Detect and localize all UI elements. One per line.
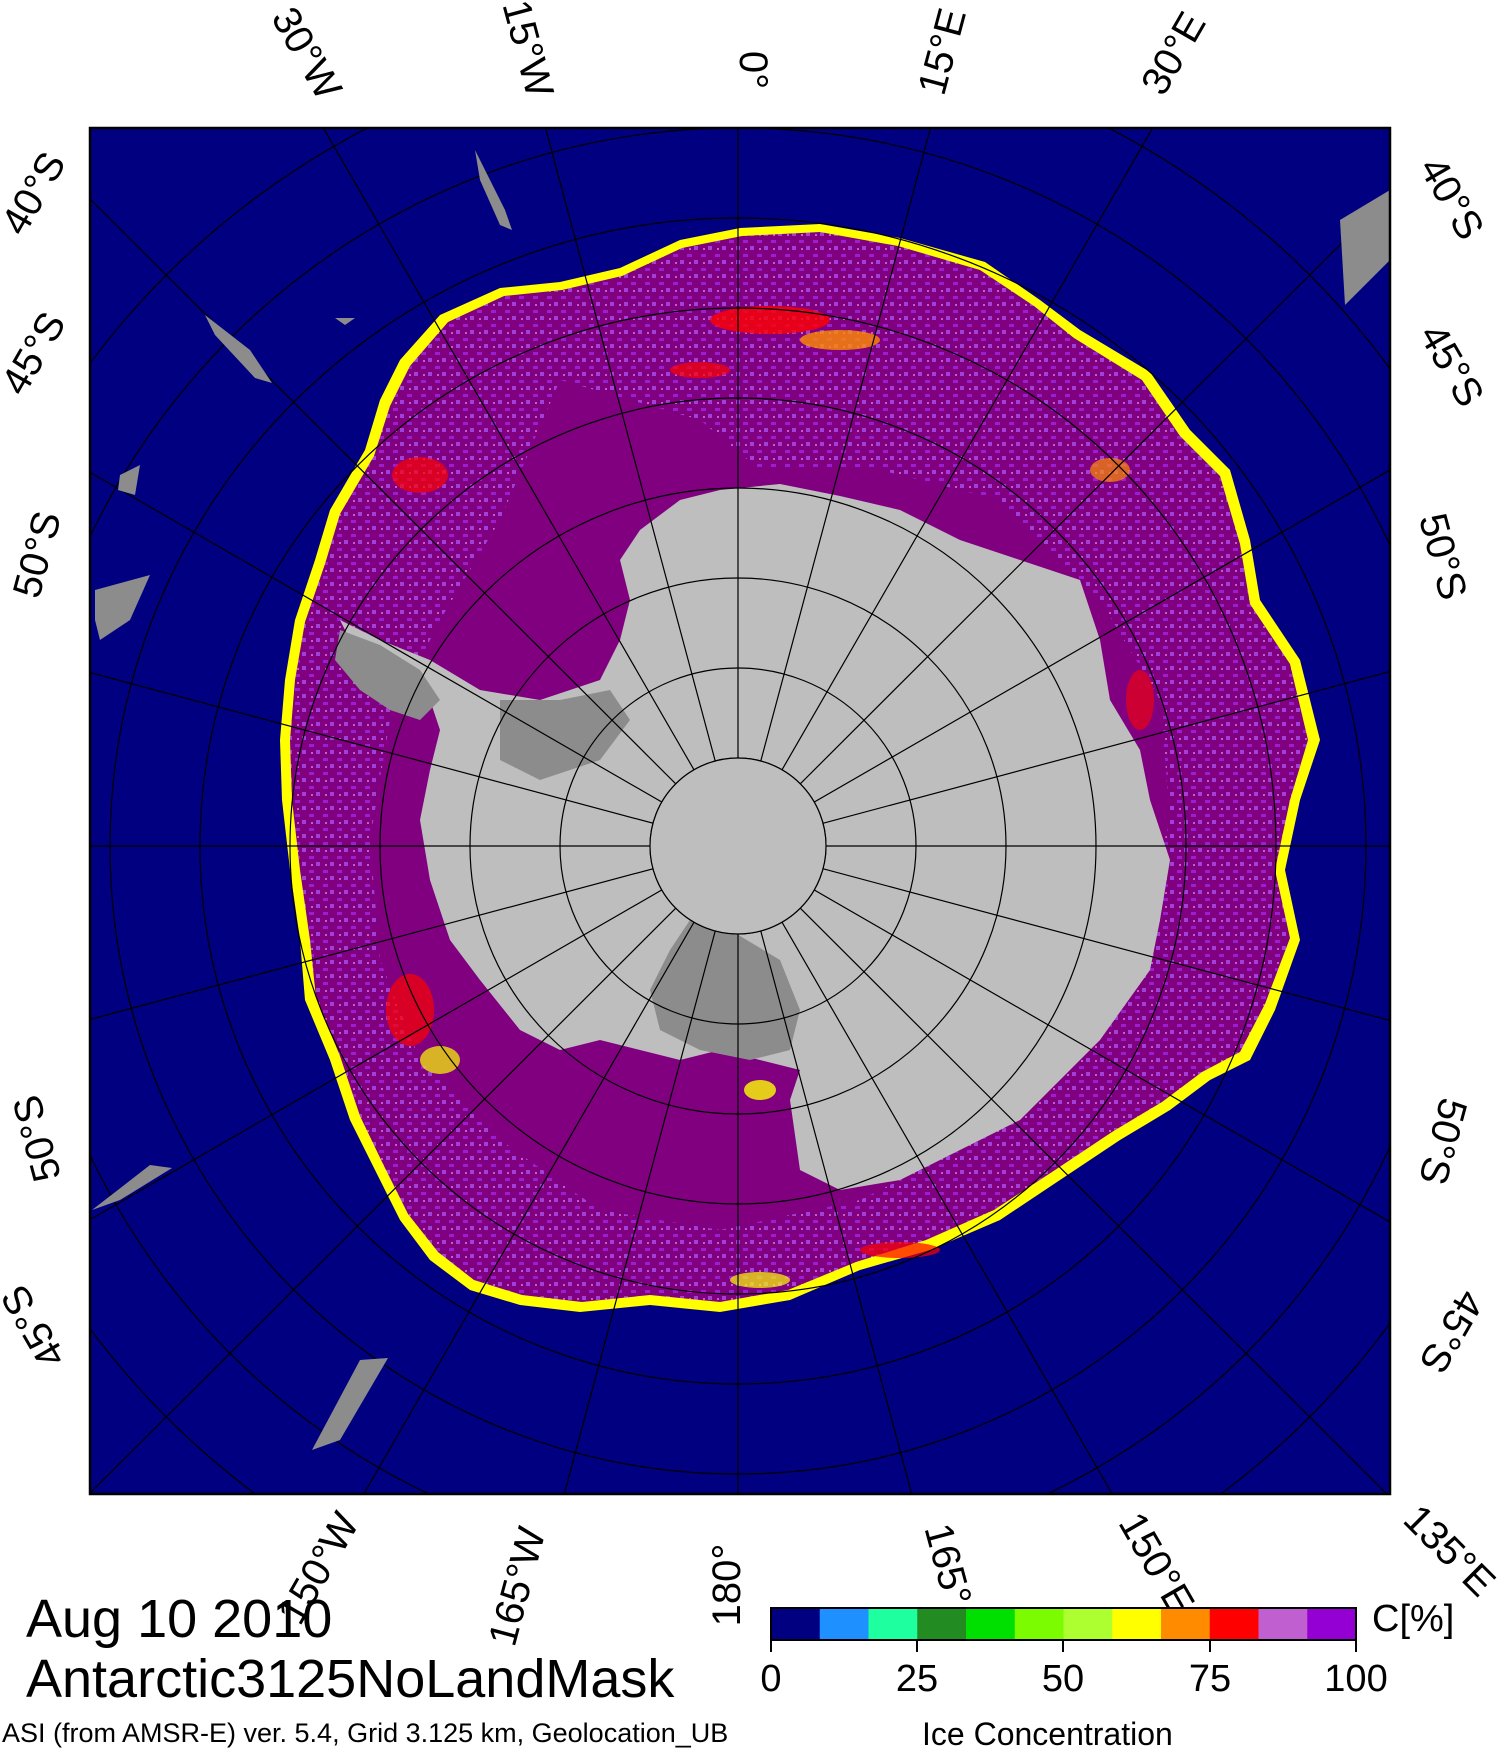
lon-label-top-4: 15°E bbox=[910, 4, 975, 100]
legend-color-segment bbox=[819, 1608, 869, 1640]
lon-label-bottom-3: 180° bbox=[705, 1544, 749, 1627]
legend-tick-label: 50 bbox=[1041, 1658, 1085, 1700]
legend-tick-label: 0 bbox=[760, 1658, 782, 1700]
islands bbox=[92, 150, 1390, 1450]
source-info: ASI (from AMSR-E) ver. 5.4, Grid 3.125 k… bbox=[2, 1718, 729, 1748]
ice-concentration-patches bbox=[386, 306, 1154, 1288]
legend-color-segment bbox=[1209, 1608, 1259, 1640]
product-title: Antarctic3125NoLandMask bbox=[26, 1649, 675, 1709]
lat-label-right-2: 45°S bbox=[1410, 317, 1492, 414]
ice-shelf-ronne bbox=[500, 690, 630, 780]
legend-color-segment bbox=[1161, 1608, 1211, 1640]
lat-label-left-3: 50°S bbox=[5, 507, 70, 603]
legend-tick-label: 75 bbox=[1188, 1658, 1232, 1700]
legend-color-segment bbox=[917, 1608, 967, 1640]
lat-label-right-1: 40°S bbox=[1410, 150, 1492, 247]
legend-color-segment bbox=[1112, 1608, 1162, 1640]
legend-color-segment bbox=[868, 1608, 918, 1640]
antarctic-peninsula bbox=[335, 630, 440, 720]
legend-tick-label: 25 bbox=[895, 1658, 939, 1700]
legend-unit: C[%] bbox=[1372, 1598, 1455, 1640]
lat-label-right-5: 45°S bbox=[1410, 1283, 1492, 1380]
lon-label-top-5: 30°E bbox=[1133, 5, 1215, 102]
lat-label-left-4: 50°S bbox=[5, 1091, 70, 1187]
legend-ticks bbox=[770, 1640, 1357, 1652]
date-label: Aug 10 2010 bbox=[26, 1589, 333, 1649]
legend-title: Ice Concentration bbox=[922, 1716, 1173, 1752]
lon-label-bottom-5: 150°E bbox=[1110, 1505, 1203, 1622]
legend-color-segment bbox=[1063, 1608, 1113, 1640]
lat-label-left-1: 40°S bbox=[0, 145, 75, 242]
ice-shelf-ross bbox=[650, 920, 800, 1060]
legend-color-segment bbox=[1014, 1608, 1064, 1640]
map-frame bbox=[88, 126, 1392, 1496]
legend-color-segment bbox=[966, 1608, 1016, 1640]
pole-cap bbox=[649, 757, 827, 935]
lon-label-top-1: 30°W bbox=[263, 0, 350, 107]
lat-label-left-5: 45°S bbox=[0, 1278, 75, 1375]
lat-label-right-3: 50°S bbox=[1410, 509, 1475, 605]
legend-color-segment bbox=[1258, 1608, 1308, 1640]
lon-label-bottom-2: 165°W bbox=[481, 1523, 555, 1651]
lon-label-bottom-6: 135°E bbox=[1395, 1497, 1503, 1605]
legend-color-segment bbox=[771, 1608, 821, 1640]
lat-label-right-4: 50°S bbox=[1410, 1094, 1475, 1190]
lon-label-bottom-4: 165° bbox=[916, 1519, 980, 1610]
legend-color-segment bbox=[1307, 1608, 1357, 1640]
lat-label-left-2: 45°S bbox=[0, 305, 75, 402]
legend-colorbar bbox=[771, 1608, 1357, 1640]
lon-label-top-3: 0° bbox=[731, 51, 775, 89]
legend-tick-label: 100 bbox=[1324, 1658, 1388, 1700]
lon-label-top-2: 15°W bbox=[494, 0, 562, 102]
